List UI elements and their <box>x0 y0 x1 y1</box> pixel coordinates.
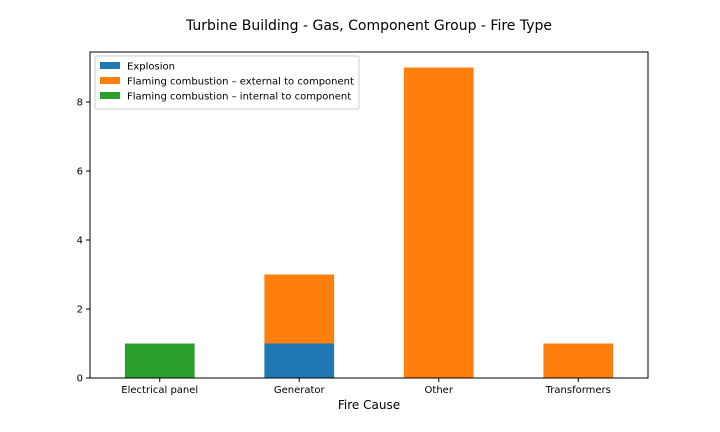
legend-swatch-1 <box>100 62 120 69</box>
chart-title: Turbine Building - Gas, Component Group … <box>185 18 552 34</box>
legend-label-2: Flaming combustion – external to compone… <box>127 77 354 88</box>
bar-2-3 <box>403 67 474 379</box>
y-tick-label: 0 <box>77 374 83 385</box>
x-tick-label: Electrical panel <box>121 385 198 396</box>
bar-2-4 <box>543 343 614 378</box>
bar-3-1 <box>124 343 195 378</box>
x-tick-label: Generator <box>274 385 326 396</box>
legend-box <box>94 55 360 110</box>
y-tick-label: 4 <box>77 236 83 247</box>
axes-frame <box>89 51 649 379</box>
legend-label-3: Flaming combustion – internal to compone… <box>127 92 351 103</box>
x-tick-label: Transformers <box>545 385 611 396</box>
y-tick-label: 6 <box>77 167 83 178</box>
legend-swatch-3 <box>100 92 120 99</box>
legend-label-1: Explosion <box>127 62 175 73</box>
x-tick-label: Other <box>425 385 454 396</box>
y-tick-label: 8 <box>77 98 83 109</box>
bar-1-2 <box>264 343 335 378</box>
x-axis-label: Fire Cause <box>338 398 400 412</box>
bar-2-2 <box>264 274 335 344</box>
legend-swatch-2 <box>100 77 120 84</box>
y-tick-label: 2 <box>77 305 83 316</box>
plot-area: Electrical panel Generator Other Transforme… <box>77 51 649 396</box>
